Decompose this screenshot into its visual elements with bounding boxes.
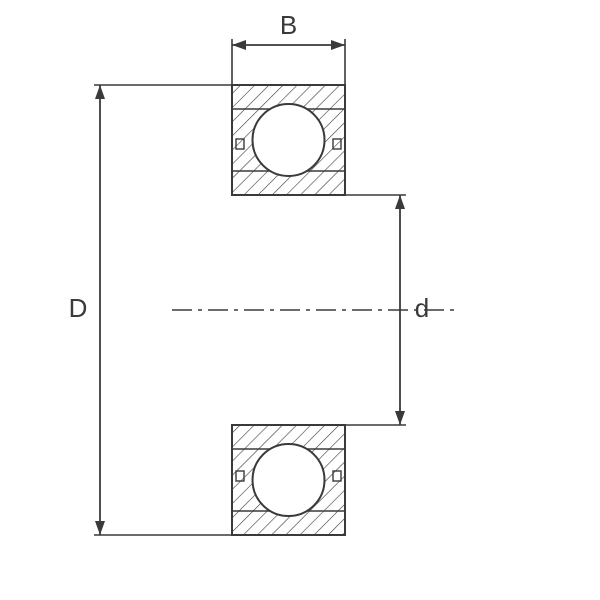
label-B: B [280, 10, 297, 40]
label-D: D [69, 293, 88, 323]
bearing-cross-section: B Dd [0, 0, 600, 600]
label-d: d [415, 293, 429, 323]
